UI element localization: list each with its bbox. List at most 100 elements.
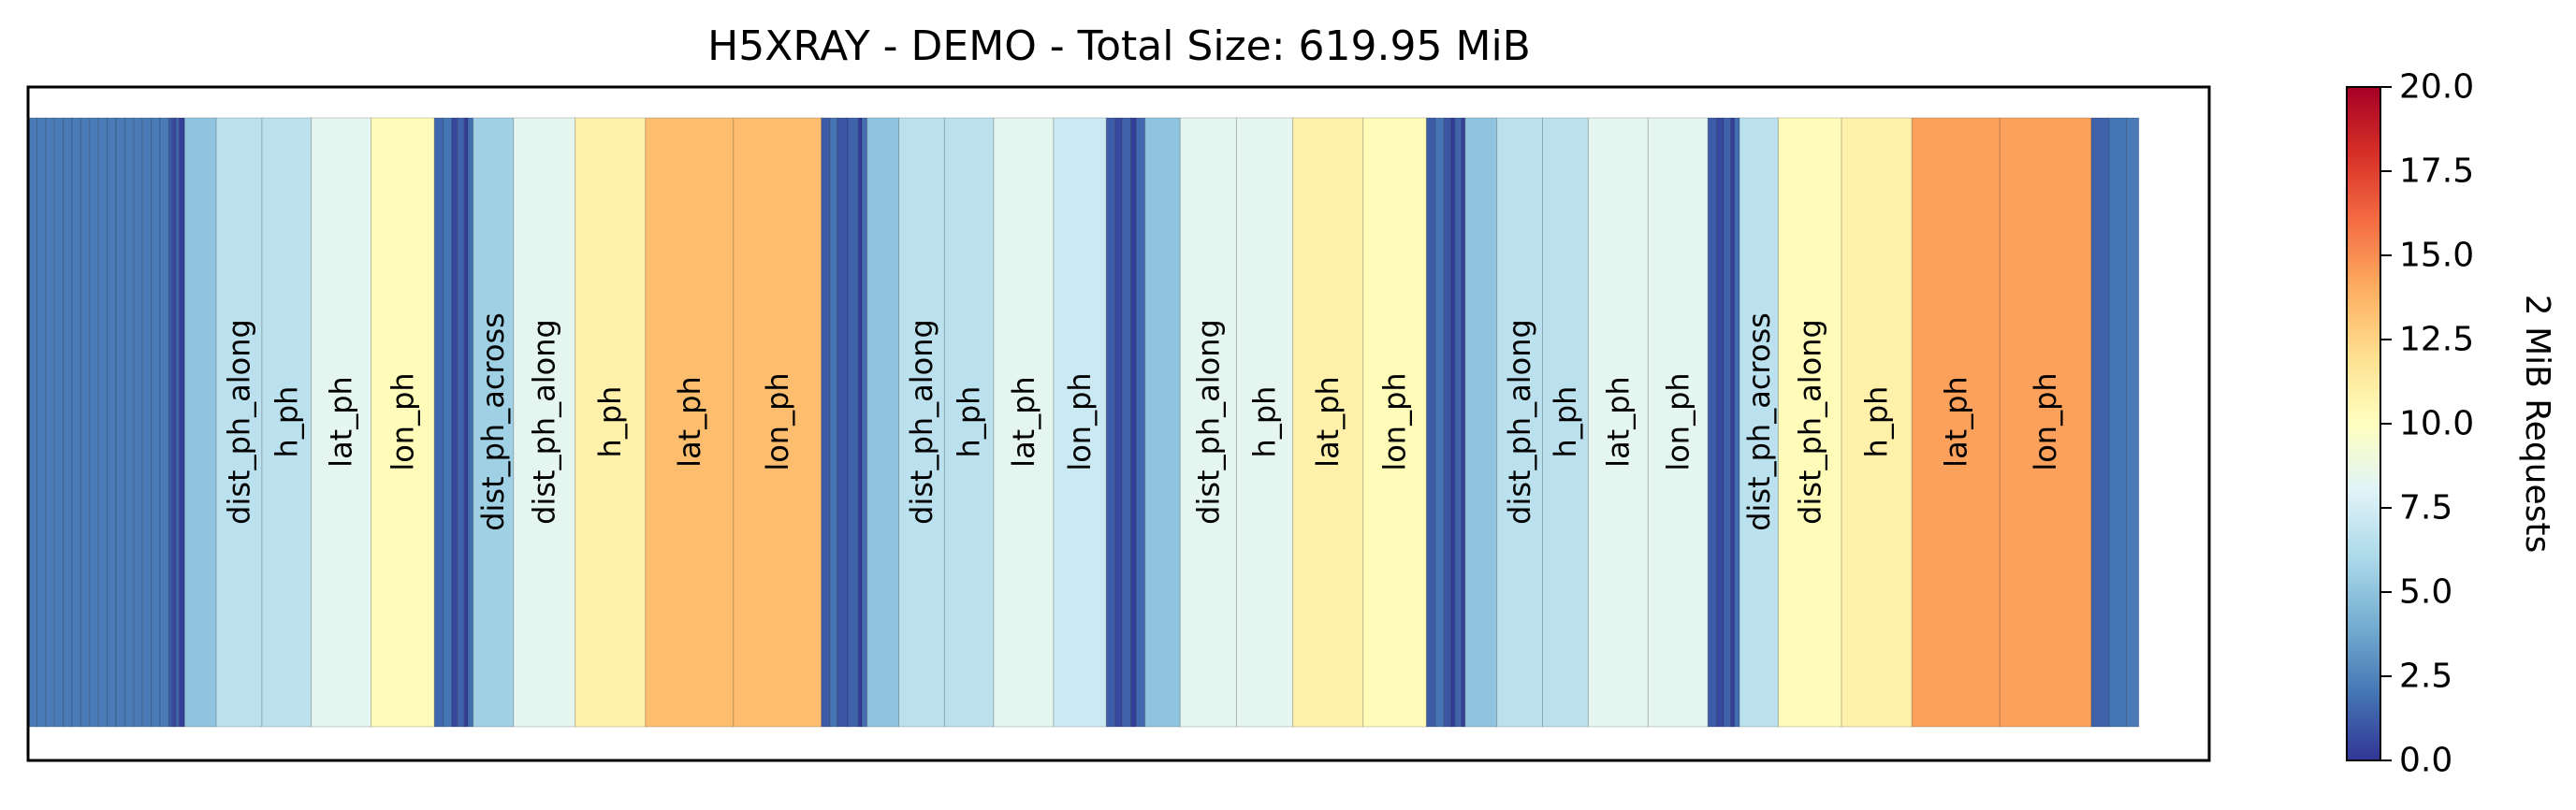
heatmap-cell: [433, 117, 444, 728]
heatmap-cell: [1114, 117, 1123, 728]
segment-label: lat_ph: [1938, 376, 1973, 468]
heatmap-cell: [1450, 117, 1456, 728]
heatmap-cell: [467, 117, 474, 728]
segment-label: lat_ph: [1006, 376, 1041, 468]
heatmap-cell: [1733, 117, 1740, 728]
heatmap-cell: [311, 117, 372, 728]
heatmap-cell: [167, 117, 173, 728]
heatmap-cell: [473, 117, 515, 728]
heatmap-cell: [1454, 117, 1463, 728]
segment-label: dist_ph_across: [475, 312, 511, 531]
heatmap-cell: [97, 117, 109, 728]
segment-label: dist_ph_along: [1792, 319, 1827, 525]
segment-label: lat_ph: [324, 376, 359, 468]
heatmap-cell: [261, 117, 313, 728]
colorbar-tick-label: 12.5: [2399, 321, 2474, 359]
heatmap-cell: [993, 117, 1055, 728]
heatmap-cell: [63, 117, 73, 728]
heatmap-cell: [171, 117, 177, 728]
heatmap-cell: [53, 117, 65, 728]
heatmap-cell: [463, 117, 469, 728]
heatmap-cell: [451, 117, 458, 728]
heatmap-cell: [1999, 117, 2092, 728]
heatmap-cell: [1461, 117, 1466, 728]
segment-labels: dist_ph_along h_ph lat_ph lon_ph dist_ph_acr…: [222, 312, 2064, 531]
heatmap-cell: [513, 117, 576, 728]
heatmap-cell: [1362, 117, 1427, 728]
colorbar-tick-label: 10.0: [2399, 405, 2474, 443]
heatmap-cell: [1443, 117, 1452, 728]
heatmap-cell: [857, 117, 863, 728]
heatmap-cell: [151, 117, 161, 728]
segment-label: dist_ph_along: [904, 319, 939, 525]
segment-label: lon_ph: [2028, 372, 2063, 470]
heatmap-cell: [1723, 117, 1732, 728]
heatmap-cell: [133, 117, 143, 728]
segment-label: h_ph: [1247, 386, 1283, 458]
heatmap-cell: [1647, 117, 1709, 728]
heatmap-cell: [1144, 117, 1181, 728]
heatmap-cell: [1130, 117, 1137, 728]
heatmap-cell: [866, 117, 900, 728]
colorbar-label: 2 MiB Requests: [2518, 295, 2556, 554]
segment-label: dist_ph_along: [1190, 319, 1226, 525]
heatmap-cell: [457, 117, 465, 728]
heatmap-cell: [837, 117, 849, 728]
heatmap-cell: [1105, 117, 1116, 728]
heatmap-cell: [1121, 117, 1132, 728]
heatmap-cell: [1707, 117, 1718, 728]
heatmap-cell: [141, 117, 153, 728]
heatmap-cell: [107, 117, 117, 728]
chart-title: H5XRAY - DEMO - Total Size: 619.95 MiB: [707, 22, 1531, 70]
heatmap-cell: [179, 117, 185, 728]
heatmap-cell: [115, 117, 125, 728]
heatmap-cell: [71, 117, 81, 728]
heatmap-cell: [829, 117, 838, 728]
heatmap-cell: [183, 117, 217, 728]
segment-label: h_ph: [1859, 386, 1895, 458]
heatmap-cell: [861, 117, 868, 728]
heatmap-cell: [898, 117, 945, 728]
heatmap-cell: [1542, 117, 1589, 728]
heatmap-cell: [1179, 117, 1237, 728]
heatmap-cell: [371, 117, 435, 728]
heatmap-cell: [1777, 117, 1842, 728]
colorbar-tick-label: 2.5: [2399, 658, 2452, 696]
heatmap-cell: [175, 117, 181, 728]
heatmap-cell: [1841, 117, 1913, 728]
colorbar-tick-label: 20.0: [2399, 68, 2474, 107]
heatmap-cell: [1235, 117, 1294, 728]
heatmap-cell: [847, 117, 859, 728]
heatmap-cell: [89, 117, 99, 728]
heatmap-cell: [2126, 117, 2140, 728]
segment-label: lon_ph: [760, 372, 795, 470]
heatmap-cell: [2090, 117, 2110, 728]
heatmap-cell: [1716, 117, 1725, 728]
segment-label: lon_ph: [1660, 372, 1696, 470]
colorbar-tick-label: 15.0: [2399, 237, 2474, 275]
colorbar-tick-label: 0.0: [2399, 742, 2452, 780]
heatmap-cell: [821, 117, 831, 728]
segment-label: dist_ph_along: [1502, 319, 1537, 525]
heatmap-cell: [1730, 117, 1735, 728]
segment-label: lat_ph: [1600, 376, 1636, 468]
heatmap-cell: [215, 117, 263, 728]
heatmap-cell: [1739, 117, 1779, 728]
plot-frame: [26, 85, 2211, 762]
heatmap-cell: [1135, 117, 1146, 728]
heatmap-cell: [159, 117, 169, 728]
heatmap-segments: [27, 117, 2140, 728]
colorbar: [2346, 86, 2381, 761]
segment-label: lat_ph: [1310, 376, 1346, 468]
heatmap-cell: [443, 117, 453, 728]
segment-label: h_ph: [592, 386, 628, 458]
segment-label: h_ph: [269, 386, 304, 458]
colorbar-tick-label: 7.5: [2399, 489, 2452, 528]
colorbar-tick-label: 17.5: [2399, 152, 2474, 191]
heatmap-cell: [45, 117, 55, 728]
segment-label: dist_ph_along: [222, 319, 257, 525]
segment-label: lon_ph: [1377, 372, 1413, 470]
segment-label: dist_ph_along: [527, 319, 562, 525]
segment-label: lon_ph: [385, 372, 420, 470]
heatmap-cell: [1911, 117, 2001, 728]
